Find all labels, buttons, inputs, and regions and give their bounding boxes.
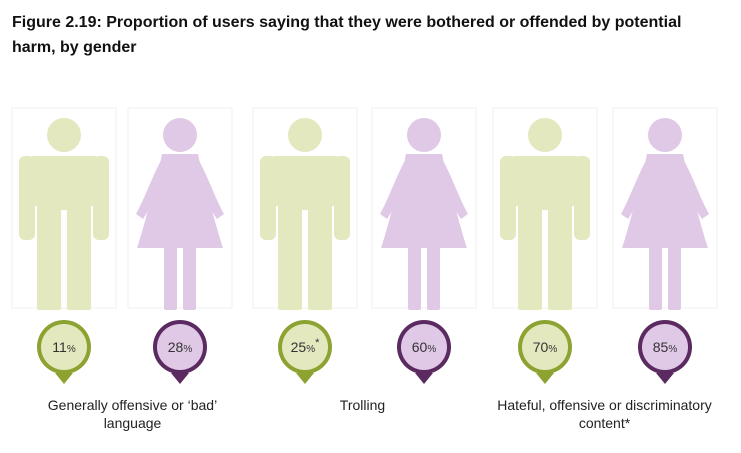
data-label-male-hateful: 70%	[533, 339, 558, 355]
value-badge-female-hateful: 85%	[638, 320, 692, 384]
badge-center	[157, 324, 203, 370]
value-badge-male-trolling: 25%*	[278, 320, 332, 384]
badge-center	[401, 324, 447, 370]
value-badge-male-language: 11%	[37, 320, 91, 384]
pictogram-female-trolling	[371, 107, 477, 310]
value-badge-male-hateful: 70%	[518, 320, 572, 384]
data-label-male-trolling: 25%*	[291, 337, 320, 355]
badge-center	[41, 324, 87, 370]
data-label-female-hateful: 85%	[653, 339, 678, 355]
pictogram-male-trolling	[252, 107, 358, 310]
data-label-male-language: 11%	[52, 339, 76, 355]
badge-center	[642, 324, 688, 370]
badge-center	[522, 324, 568, 370]
figure-title: Figure 2.19: Proportion of users saying …	[12, 14, 682, 56]
data-label-female-language: 28%	[168, 339, 193, 355]
badge-center	[282, 324, 328, 370]
pictogram-male-hateful	[492, 107, 598, 310]
data-label-female-trolling: 60%	[412, 339, 437, 355]
category-label-hateful: Hateful, offensive or discriminatory con…	[497, 397, 712, 431]
category-label-language: Generally offensive or ‘bad’ language	[47, 397, 218, 431]
pictogram-male-language	[11, 107, 117, 310]
category-label-trolling: Trolling	[339, 397, 386, 413]
value-badge-female-language: 28%	[153, 320, 207, 384]
pictogram-female-language	[127, 107, 233, 310]
value-badge-female-trolling: 60%	[397, 320, 451, 384]
pictogram-female-hateful	[612, 107, 718, 310]
